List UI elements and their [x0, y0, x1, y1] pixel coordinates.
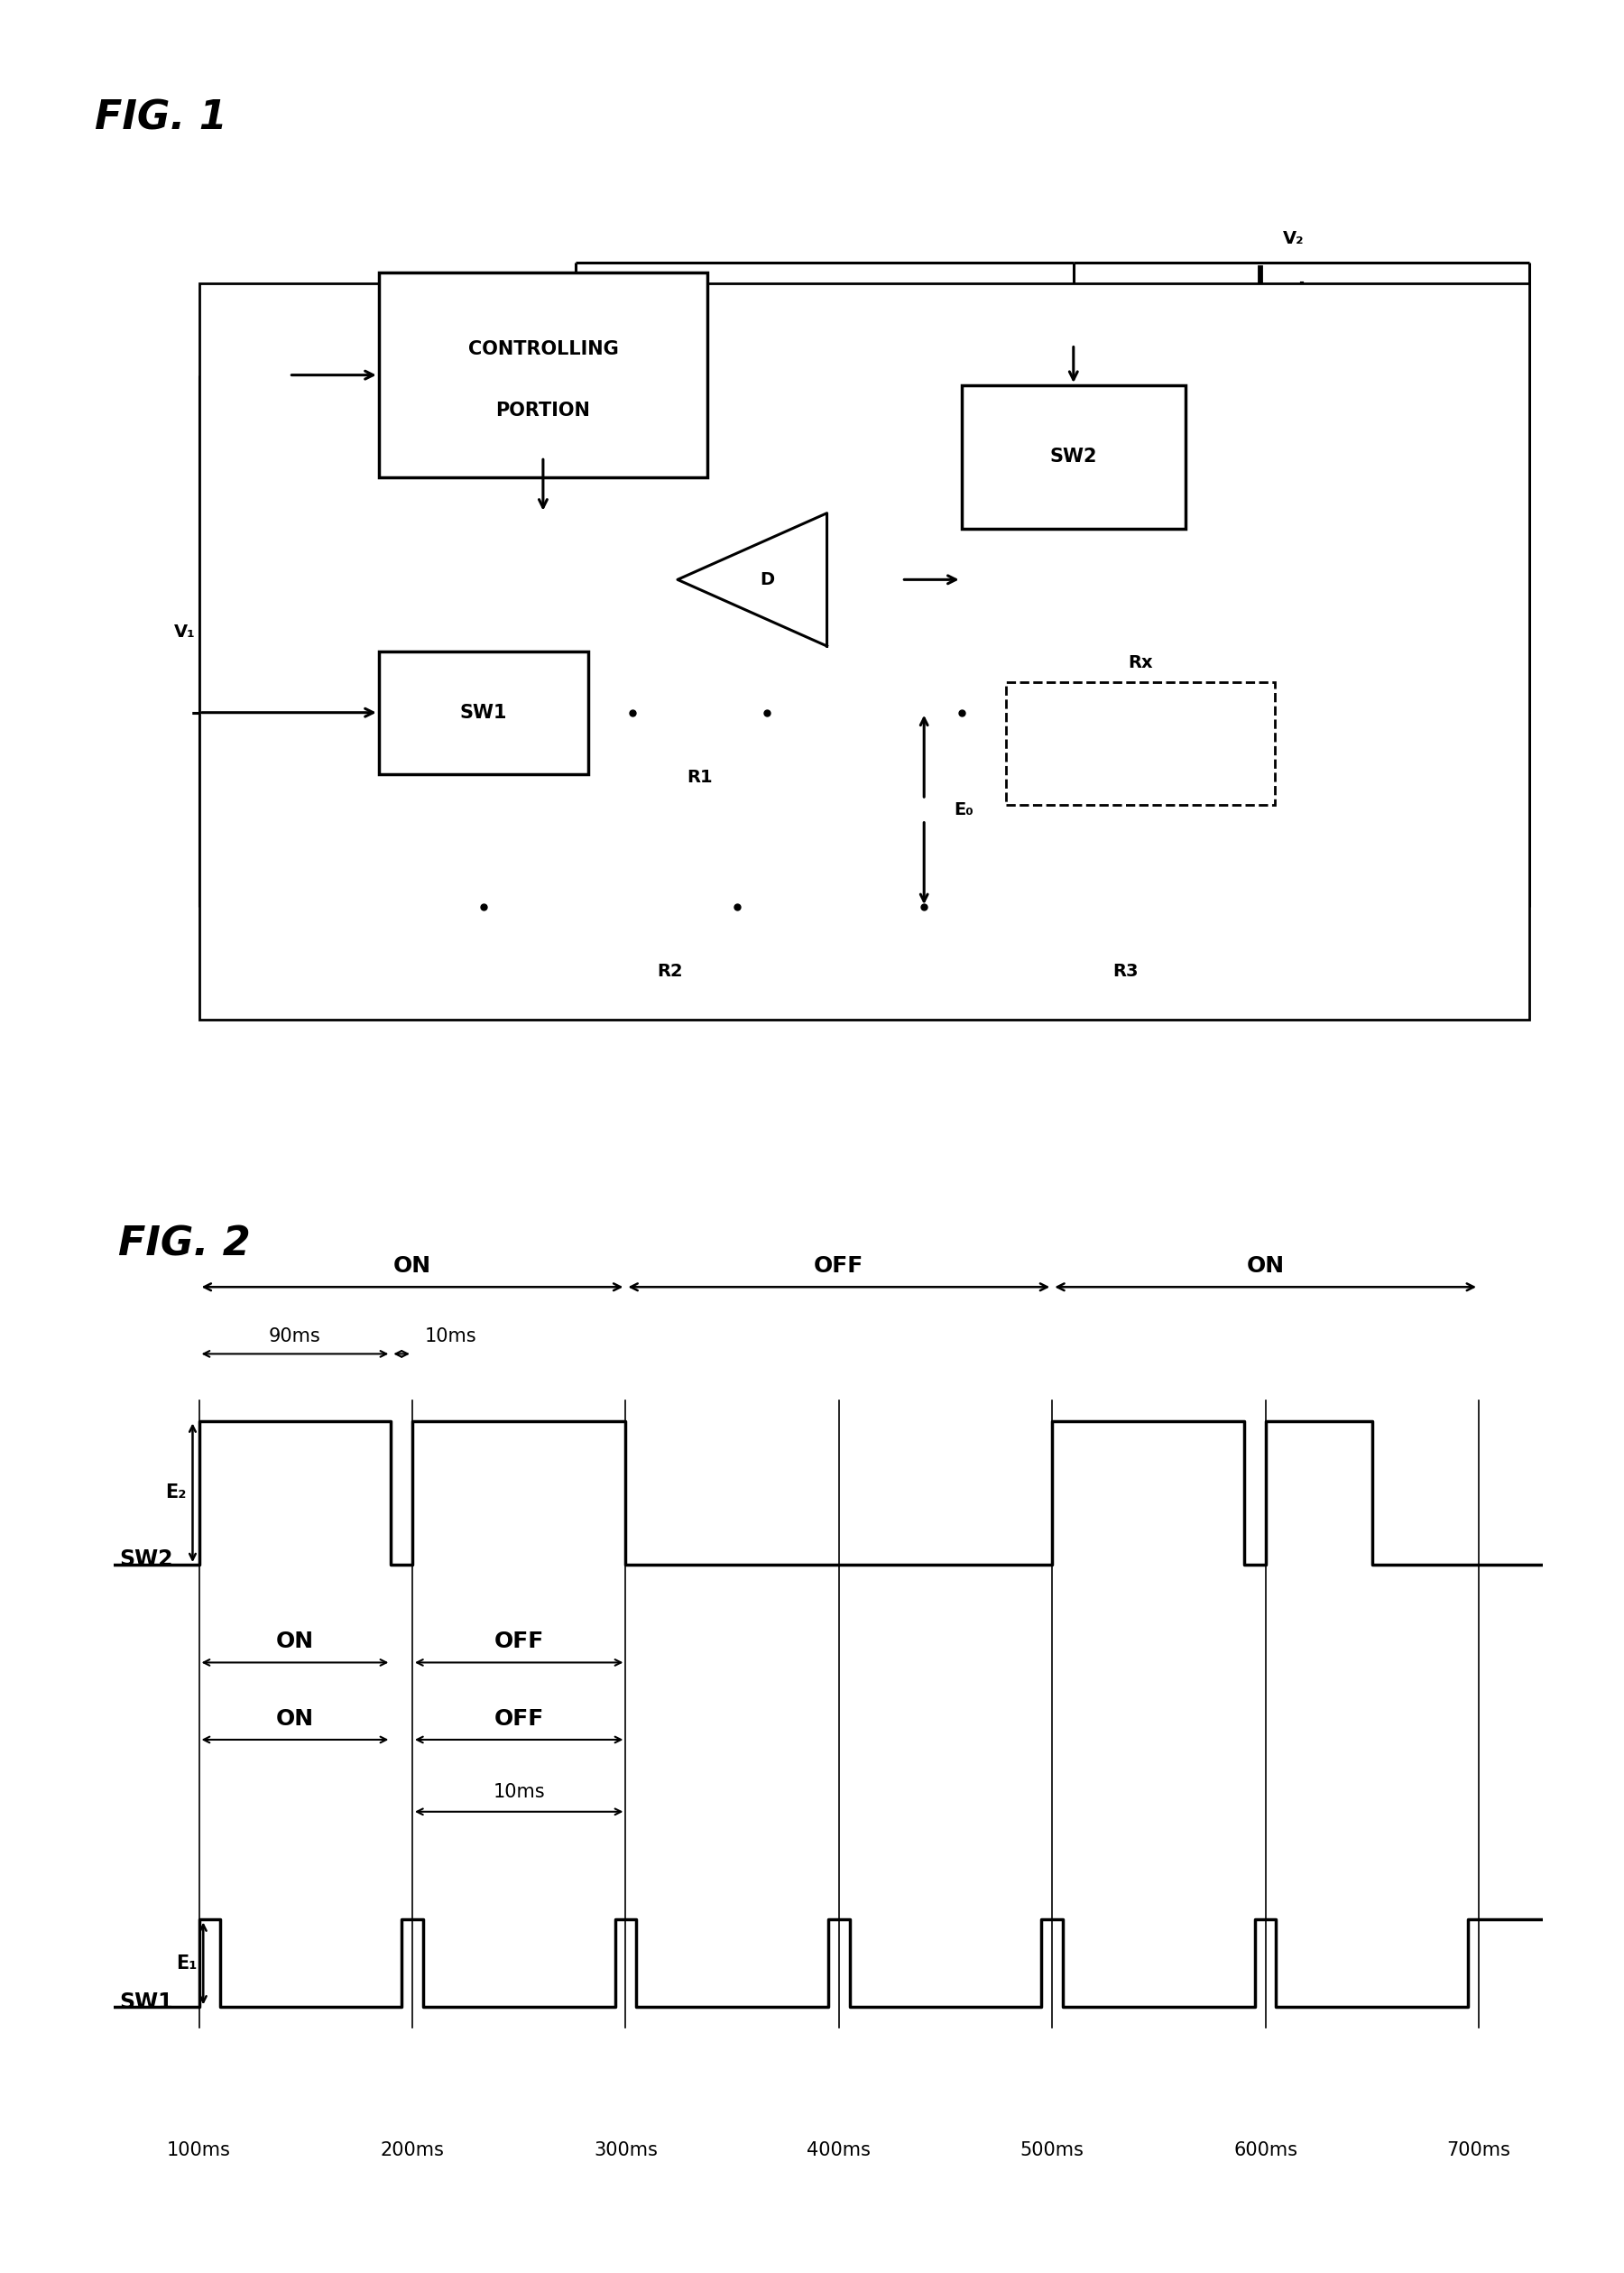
Text: Rx: Rx: [1129, 655, 1153, 673]
Text: D: D: [760, 571, 775, 589]
Text: CONTROLLING: CONTROLLING: [468, 341, 619, 359]
Text: 500ms: 500ms: [1020, 2141, 1085, 2159]
Text: 300ms: 300ms: [594, 2141, 658, 2159]
Text: SW2: SW2: [120, 1548, 174, 1571]
Text: SW1: SW1: [120, 1991, 174, 2014]
Text: 10ms: 10ms: [494, 1784, 546, 1802]
Text: FIG. 2: FIG. 2: [119, 1225, 250, 1264]
Text: ON: ON: [276, 1630, 313, 1652]
Text: OFF: OFF: [814, 1255, 864, 1277]
Text: V₂: V₂: [1283, 230, 1304, 248]
Text: R1: R1: [687, 768, 713, 786]
Text: 200ms: 200ms: [380, 2141, 445, 2159]
Text: 400ms: 400ms: [807, 2141, 870, 2159]
Text: E₂: E₂: [166, 1484, 187, 1502]
Text: SW2: SW2: [1049, 448, 1098, 466]
Text: 700ms: 700ms: [1447, 2141, 1510, 2159]
Text: ON: ON: [276, 1707, 313, 1730]
Text: E₁: E₁: [175, 1955, 197, 1973]
Text: R3: R3: [1112, 964, 1138, 980]
FancyBboxPatch shape: [200, 282, 1530, 1018]
Text: 600ms: 600ms: [1234, 2141, 1298, 2159]
Text: PORTION: PORTION: [495, 402, 591, 421]
Text: 100ms: 100ms: [167, 2141, 231, 2159]
Text: ON: ON: [393, 1255, 432, 1277]
Text: FIG. 1: FIG. 1: [94, 100, 227, 139]
Text: OFF: OFF: [494, 1707, 544, 1730]
Text: SW1: SW1: [460, 705, 507, 721]
Text: 10ms: 10ms: [425, 1327, 477, 1346]
FancyBboxPatch shape: [378, 652, 588, 773]
Text: R2: R2: [658, 964, 684, 980]
Text: 90ms: 90ms: [270, 1327, 322, 1346]
FancyBboxPatch shape: [1007, 682, 1275, 805]
Text: OFF: OFF: [494, 1630, 544, 1652]
Text: E₀: E₀: [953, 800, 973, 818]
Text: ON: ON: [1247, 1255, 1285, 1277]
FancyBboxPatch shape: [378, 273, 708, 477]
FancyBboxPatch shape: [961, 384, 1186, 530]
Text: V₁: V₁: [174, 623, 195, 641]
